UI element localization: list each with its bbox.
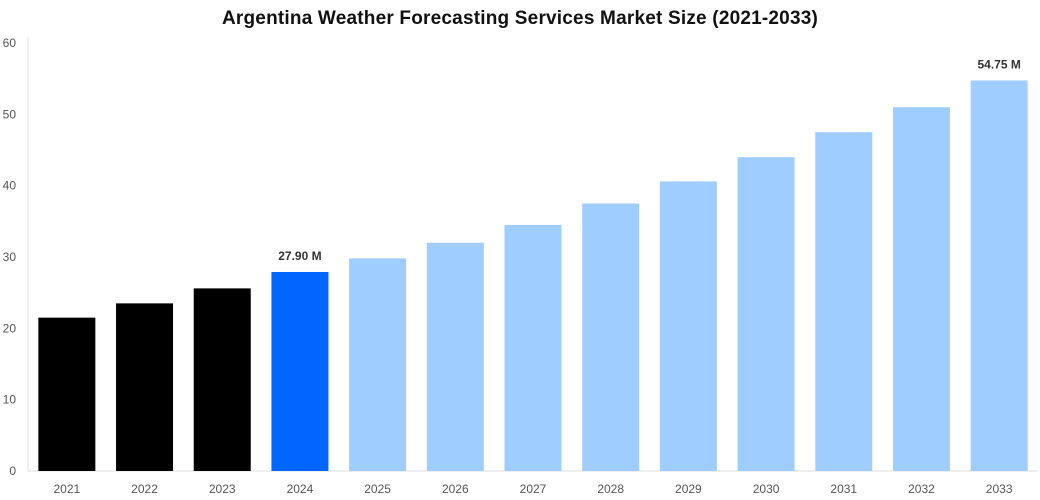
x-tick-label: 2033 — [986, 482, 1013, 496]
bar-2021 — [38, 317, 96, 471]
x-tick-label: 2025 — [364, 482, 391, 496]
bar-2032 — [892, 107, 950, 471]
x-tick-label: 2022 — [131, 482, 158, 496]
x-tick-label: 2027 — [520, 482, 547, 496]
bar-2025 — [349, 258, 407, 471]
data-label: 27.90 M — [278, 249, 321, 263]
x-tick-label: 2021 — [53, 482, 80, 496]
bar-2026 — [426, 242, 484, 471]
x-tick-label: 2030 — [753, 482, 780, 496]
x-tick-label: 2023 — [209, 482, 236, 496]
y-tick-label: 20 — [3, 321, 17, 335]
data-label: 54.75 M — [977, 57, 1020, 71]
bar-2024 — [271, 271, 329, 471]
bar-2031 — [815, 132, 873, 471]
y-tick-label: 0 — [9, 464, 16, 478]
bar-2022 — [116, 303, 174, 471]
x-tick-label: 2031 — [830, 482, 857, 496]
bar-2027 — [504, 224, 562, 471]
x-tick-label: 2029 — [675, 482, 702, 496]
bar-2028 — [582, 203, 640, 471]
bar-2030 — [737, 157, 795, 471]
bar-2029 — [659, 181, 717, 472]
bar-2023 — [193, 288, 251, 471]
x-tick-label: 2028 — [597, 482, 624, 496]
chart-title: Argentina Weather Forecasting Services M… — [221, 8, 819, 29]
y-tick-label: 10 — [3, 393, 17, 407]
y-tick-label: 50 — [3, 107, 17, 121]
bar-2033 — [970, 80, 1028, 471]
x-tick-label: 2026 — [442, 482, 469, 496]
y-tick-label: 30 — [3, 250, 17, 264]
y-tick-label: 40 — [3, 179, 17, 193]
x-tick-label: 2024 — [287, 482, 314, 496]
y-tick-label: 60 — [3, 36, 17, 50]
x-tick-label: 2032 — [908, 482, 935, 496]
